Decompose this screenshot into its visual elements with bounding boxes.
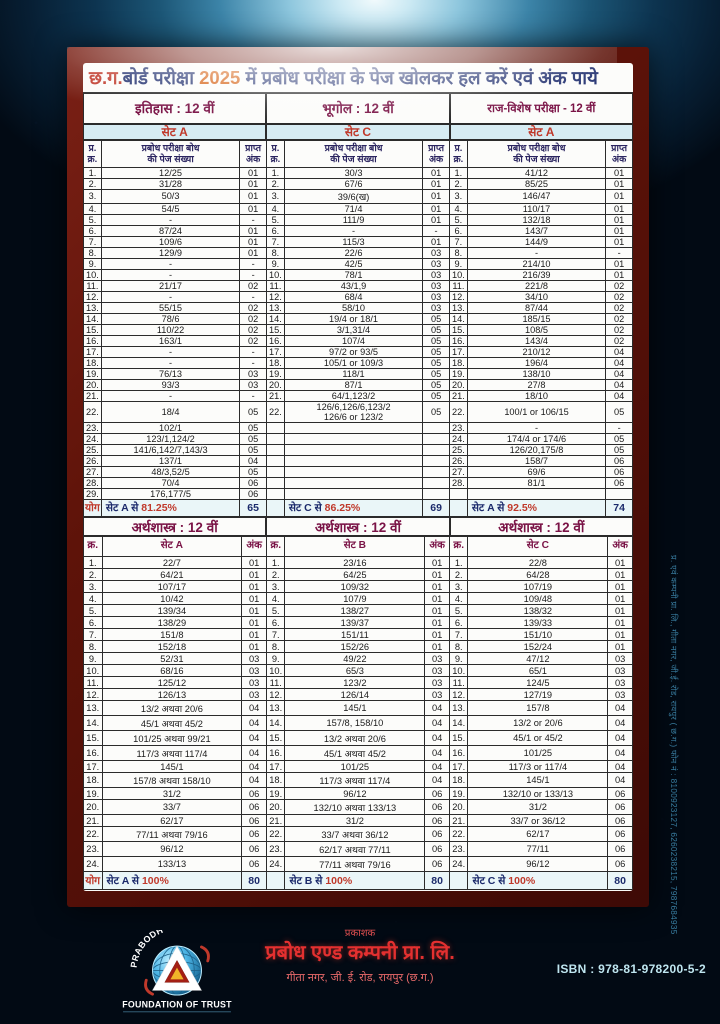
svg-text:FOUNDATION OF TRUST: FOUNDATION OF TRUST [122,1000,232,1010]
